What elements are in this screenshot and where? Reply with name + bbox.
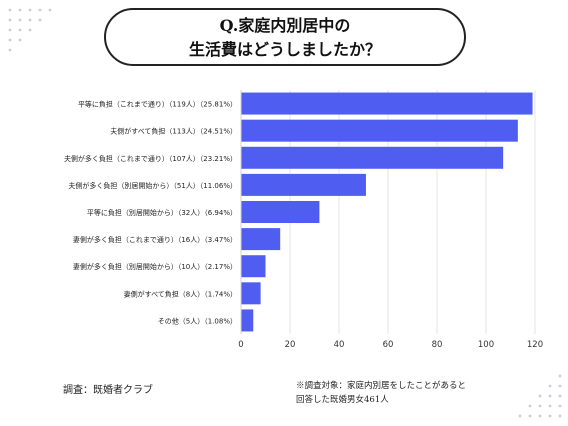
x-tick-label-6: 120 xyxy=(527,340,543,350)
survey-source: 調査：既婚者クラブ xyxy=(63,385,153,396)
bar-2 xyxy=(241,146,504,169)
survey-note-line-2: 回答した既婚男女461人 xyxy=(296,395,389,405)
category-label-5: 妻側が多く負担（これまで通り）（16人）（3.47%） xyxy=(73,235,237,244)
x-tick-label-1: 20 xyxy=(285,340,296,350)
survey-note: ※調査対象：家庭内別居をしたことがあると 回答した既婚男女461人 xyxy=(296,379,546,407)
bar-1 xyxy=(241,119,518,142)
category-label-4: 平等に負担（別居開始から）（32人）（6.94%） xyxy=(87,208,237,217)
dot-pattern-bottom-right xyxy=(518,374,562,418)
category-label-2: 夫側が多く負担（これまで通り）（107人）（23.21%） xyxy=(64,154,237,163)
chart-title-box: Q.家庭内別居中の 生活費はどうしましたか？ xyxy=(104,8,466,66)
chart-title-line-1: Q.家庭内別居中の xyxy=(219,16,351,35)
bar-8 xyxy=(241,309,254,332)
category-label-6: 妻側が多く負担（別居開始から）（10人）（2.17%） xyxy=(73,262,237,271)
x-tick-label-0: 0 xyxy=(238,340,243,350)
category-label-7: 妻側がすべて負担（8人）（1.74%） xyxy=(124,289,237,298)
bar-3 xyxy=(241,173,366,196)
bar-6 xyxy=(241,255,266,278)
x-tick-label-4: 80 xyxy=(432,340,443,350)
bar-5 xyxy=(241,228,281,251)
category-label-0: 平等に負担（これまで通り）（119人）（25.81%） xyxy=(78,100,237,109)
category-label-1: 夫側がすべて負担（113人）（24.51%） xyxy=(110,127,237,136)
category-label-3: 夫側が多く負担（別居開始から）（51人）（11.06%） xyxy=(68,181,237,190)
category-label-8: その他（5人）（1.08%） xyxy=(158,316,237,325)
x-tick-label-5: 100 xyxy=(478,340,494,350)
bar-4 xyxy=(241,201,320,223)
survey-note-line-1: ※調査対象：家庭内別居をしたことがあると xyxy=(296,381,467,391)
bar-7 xyxy=(241,282,261,305)
x-tick-label-2: 40 xyxy=(334,340,345,350)
chart-title-line-2: 生活費はどうしましたか？ xyxy=(188,40,381,59)
dot-pattern-top-left xyxy=(8,8,52,52)
x-tick-label-3: 60 xyxy=(383,340,394,350)
bar-0 xyxy=(241,92,533,115)
